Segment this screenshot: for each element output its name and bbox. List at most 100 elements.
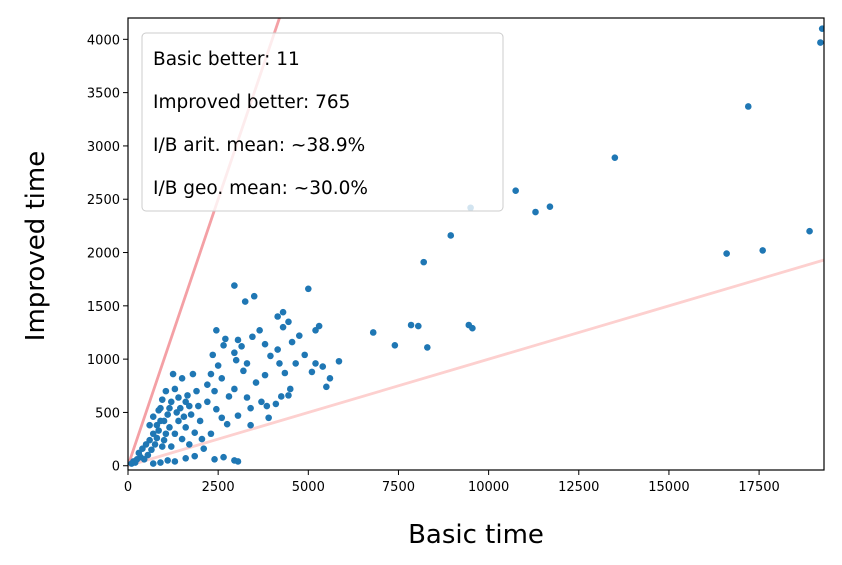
x-tick-label: 15000 (648, 480, 689, 495)
data-point (171, 458, 179, 465)
data-point (265, 414, 272, 422)
data-point (204, 398, 211, 406)
data-point (818, 25, 824, 32)
data-point (178, 435, 186, 443)
data-point (218, 414, 226, 422)
data-point (180, 413, 188, 420)
data-point (391, 341, 399, 349)
data-point (532, 208, 539, 216)
data-point (241, 298, 249, 305)
data-point (420, 258, 428, 266)
data-point (285, 392, 292, 399)
data-point (189, 370, 197, 378)
data-point (213, 405, 220, 413)
data-point (184, 392, 191, 399)
y-tick-label: 1000 (87, 353, 120, 368)
annotation-line-arit-mean: I/B arit. mean: ~38.9% (153, 135, 365, 156)
data-point (198, 435, 206, 443)
data-point (319, 363, 327, 370)
data-point (164, 411, 171, 418)
data-point (231, 282, 238, 289)
data-point (173, 409, 180, 416)
x-tick-label: 7500 (382, 480, 415, 495)
y-tick-label: 2500 (87, 193, 120, 208)
data-point (285, 318, 292, 326)
data-point (256, 327, 263, 334)
y-tick-label: 0 (112, 460, 120, 475)
annotation-line-geo-mean: I/B geo. mean: ~30.0% (153, 178, 368, 199)
data-point (274, 313, 281, 320)
data-point (167, 398, 175, 406)
annotation-line-basic-better: Basic better: 11 (153, 49, 300, 70)
data-point (512, 187, 519, 194)
data-point (160, 436, 168, 444)
annotation-line-improved-better: Improved better: 765 (153, 92, 350, 113)
data-point (238, 343, 245, 350)
data-point (611, 154, 619, 161)
data-point (158, 443, 166, 450)
y-tick-label: 3000 (87, 140, 120, 155)
data-point (312, 360, 319, 367)
data-point (220, 453, 227, 461)
data-point (261, 371, 269, 379)
data-point (182, 424, 189, 431)
data-point (222, 335, 229, 343)
data-point (211, 456, 218, 463)
data-point (214, 362, 222, 369)
data-point (252, 379, 260, 386)
data-points (128, 25, 824, 467)
data-point (166, 424, 173, 431)
data-point (288, 338, 296, 346)
x-axis-label: Basic time (408, 520, 544, 550)
data-point (157, 459, 164, 466)
data-point (187, 411, 195, 418)
data-point (263, 402, 271, 410)
data-point (167, 443, 175, 450)
data-point (223, 420, 231, 428)
reference-line (128, 258, 824, 468)
data-point (231, 349, 238, 357)
data-point (149, 413, 157, 420)
data-point (175, 417, 182, 425)
data-point (153, 421, 161, 429)
data-point (267, 352, 274, 360)
data-point (243, 360, 251, 367)
data-point (164, 457, 171, 464)
data-point (723, 250, 730, 257)
y-tick-label: 500 (95, 406, 120, 421)
data-point (166, 404, 173, 412)
data-point (193, 387, 200, 395)
x-tick-label: 12500 (558, 480, 599, 495)
data-point (415, 322, 422, 330)
data-point (323, 383, 330, 391)
data-point (305, 285, 312, 293)
data-point (207, 370, 215, 378)
data-point (204, 381, 211, 389)
data-point (243, 394, 251, 401)
data-point (424, 344, 431, 351)
data-point (281, 369, 289, 377)
x-tick-label: 17500 (738, 480, 779, 495)
data-point (308, 368, 316, 376)
data-point (277, 393, 285, 400)
data-point (171, 430, 179, 438)
data-point (225, 393, 233, 400)
data-point (546, 203, 554, 210)
data-point (182, 454, 189, 462)
data-point (295, 332, 303, 339)
y-tick-label: 1500 (87, 300, 120, 315)
data-point (146, 421, 153, 429)
data-point (249, 333, 256, 341)
y-axis-label: Improved time (21, 151, 51, 341)
data-point (312, 327, 319, 334)
data-point (231, 385, 238, 393)
data-point (191, 429, 199, 436)
y-axis: 0 500 1000 1500 2000 2500 3000 3500 4000 (87, 33, 128, 475)
x-axis: 0 2500 5000 7500 10000 12500 15000 17500 (124, 470, 780, 495)
data-point (200, 445, 208, 452)
data-point (469, 324, 476, 332)
data-point (806, 227, 813, 235)
data-point (247, 404, 254, 412)
data-point (292, 360, 299, 367)
annotation-box: Basic better: 11 Improved better: 765 I/… (141, 32, 504, 212)
